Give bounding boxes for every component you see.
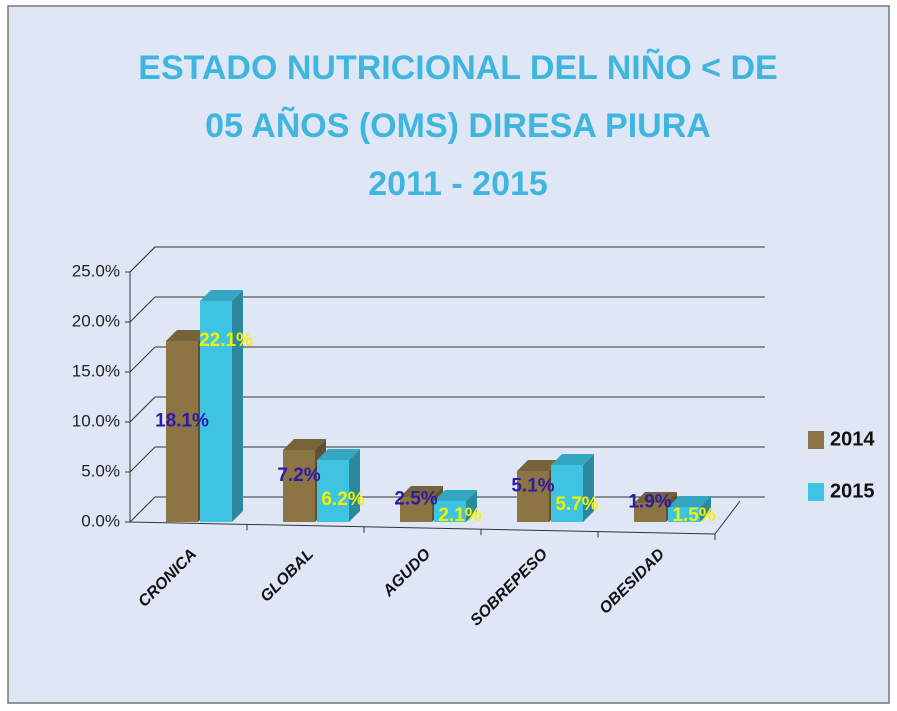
bar-front [283, 450, 315, 522]
legend-swatch [808, 483, 824, 501]
bar-side [349, 449, 360, 522]
y-tick-label: 15.0% [72, 361, 120, 380]
y-tick-label: 25.0% [72, 261, 120, 280]
data-label: 18.1% [155, 411, 209, 432]
bar-top [166, 330, 209, 341]
y-tick-label: 0.0% [81, 511, 120, 530]
bar [551, 454, 594, 522]
bar-side [700, 496, 711, 522]
bar-front [517, 471, 549, 522]
bar-front [400, 497, 432, 522]
bar-top [551, 454, 594, 465]
legend-label: 2015 [830, 480, 875, 502]
grid-line [129, 246, 156, 273]
data-label: 22.1% [199, 330, 253, 351]
bar [434, 490, 477, 522]
bar-top [434, 490, 477, 501]
chart-background [7, 5, 890, 704]
bar-side [583, 454, 594, 522]
bar [317, 449, 360, 522]
chart-title: 2011 - 2015 [368, 165, 548, 203]
bar-side [232, 290, 243, 522]
data-label: 1.5% [672, 505, 715, 526]
bar [200, 290, 243, 522]
grid-line [129, 296, 156, 323]
data-label: 5.7% [555, 494, 598, 515]
legend-swatch [808, 431, 824, 449]
data-label: 2.1% [438, 505, 481, 526]
bar-front [634, 503, 666, 522]
bar-top [400, 486, 443, 497]
bar-front [166, 341, 198, 522]
grid-line [129, 396, 156, 423]
bar [668, 496, 711, 522]
data-label: 5.1% [511, 476, 554, 497]
bar-front [434, 501, 466, 522]
bar-front [317, 460, 349, 522]
bar-front [551, 465, 583, 522]
grid-line [129, 496, 156, 523]
bar-front [200, 301, 232, 522]
floor-edge [714, 500, 741, 535]
bar-top [200, 290, 243, 301]
y-tick-label: 20.0% [72, 311, 120, 330]
bar-top [634, 492, 677, 503]
bar-top [517, 460, 560, 471]
grid-line [129, 446, 156, 473]
bar-front [668, 507, 700, 522]
bar-side [466, 490, 477, 522]
x-axis [129, 521, 716, 535]
y-tick-label: 5.0% [81, 461, 120, 480]
bar-top [317, 449, 360, 460]
bar-top [283, 439, 326, 450]
grid-line [129, 346, 156, 373]
data-label: 2.5% [394, 489, 437, 510]
y-tick-label: 10.0% [72, 411, 120, 430]
bar-top [668, 496, 711, 507]
data-label: 7.2% [277, 465, 320, 486]
legend-label: 2014 [830, 428, 875, 450]
data-label: 6.2% [321, 489, 364, 510]
chart-title: ESTADO NUTRICIONAL DEL NIÑO < DE [138, 49, 777, 87]
data-label: 1.9% [628, 492, 671, 513]
chart-title: 05 AÑOS (OMS) DIRESA PIURA [205, 107, 711, 145]
